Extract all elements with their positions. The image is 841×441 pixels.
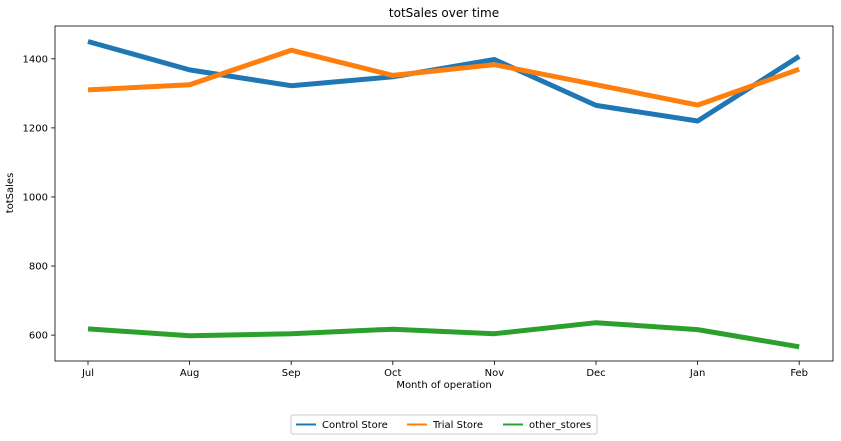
x-tick-label: Aug [180,368,200,379]
y-axis-label: totSales [5,173,16,214]
x-tick-label: Oct [384,368,401,379]
x-tick-label: Dec [586,368,605,379]
chart-title: totSales over time [389,6,499,20]
x-tick-label: Jan [689,368,705,379]
y-tick-label: 1000 [23,192,48,203]
legend-label: other_stores [529,420,591,431]
y-tick-label: 1400 [23,54,48,65]
x-tick-label: Jul [81,368,94,379]
series-line-trial-store [87,47,801,108]
legend-box [290,414,598,435]
legend: Control Store Trial Store other_stores [290,414,598,435]
x-tick-label: Feb [790,368,808,379]
x-tick-label: Nov [485,368,505,379]
legend-label: Trial Store [432,420,483,431]
plot-frame [54,25,834,362]
y-tick-label: 600 [29,331,48,342]
y-tick-label: 800 [29,262,48,273]
x-tick-label: Sep [282,368,301,379]
y-tick-label: 1200 [23,123,48,134]
plot-area: Jul Aug Sep Oct Nov Dec Jan Feb 600 800 1000 1200 14… [23,25,834,379]
series-line-other-stores [87,320,800,350]
legend-label: Control Store [322,420,388,431]
x-axis-label: Month of operation [396,380,491,391]
